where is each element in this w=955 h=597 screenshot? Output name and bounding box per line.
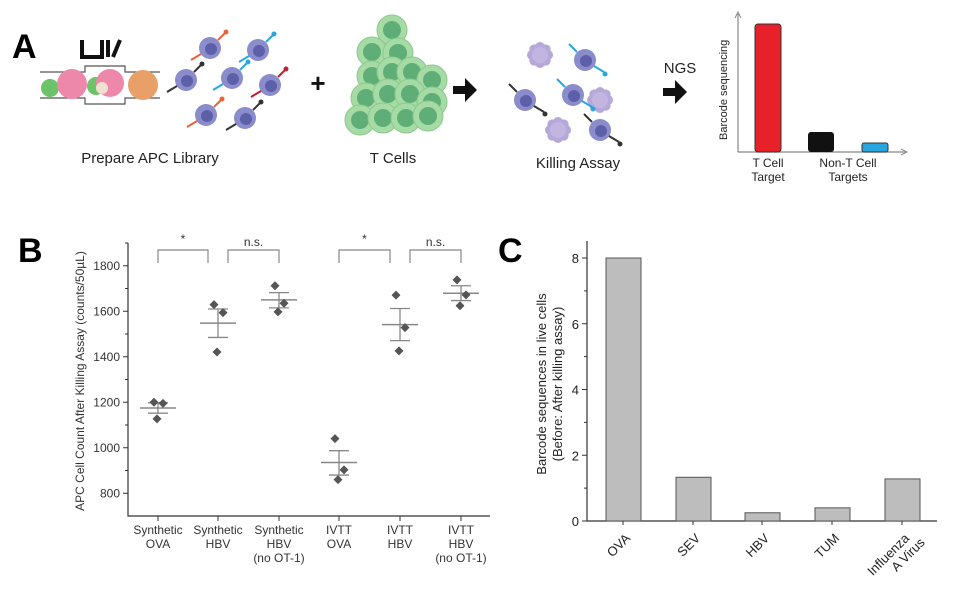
significance-bracket [157, 249, 209, 263]
y-tick-label: 1600 [93, 304, 120, 318]
significance-label: * [181, 232, 186, 246]
y-tick-label: 4 [572, 383, 579, 398]
data-point [149, 397, 159, 407]
schematic-barcode-chart: Barcode sequencing T Cell Target Non-T Ce… [718, 10, 909, 184]
data-point [400, 323, 410, 333]
data-point [152, 414, 162, 424]
schematic-ylabel: Barcode sequencing [718, 40, 730, 140]
x-tick-label: HBV [743, 530, 773, 560]
dead-cell-icon [550, 122, 566, 138]
y-tick-label: 6 [572, 317, 579, 332]
chart-b-ylabel: APC Cell Count After Killing Assay (coun… [73, 251, 87, 511]
schematic-xlabel-target: T Cell Target [751, 156, 785, 184]
data-point [333, 475, 343, 485]
x-tick-label: InfluenzaA Virus [864, 525, 928, 589]
dead-cell-icon [592, 92, 608, 108]
schematic-bar-t-cell-target [754, 23, 782, 153]
bar [814, 507, 851, 522]
data-point [158, 398, 168, 408]
bar-chart-c: 0 2 4 6 8 OVA SEV HBV TUM InfluenzaA Virus [572, 241, 937, 589]
y-tick-label: 1000 [93, 441, 120, 455]
dead-cell-icon [532, 47, 548, 63]
data-point [455, 301, 465, 311]
bar [605, 257, 642, 522]
significance-bracket [227, 249, 280, 263]
panel-a-label: A [12, 28, 37, 66]
data-point [209, 300, 219, 310]
microfluidic-icon [40, 39, 160, 105]
x-tick-label: TUM [812, 531, 843, 562]
step-prepare-apc-library: Prepare APC Library [81, 150, 219, 167]
ngs-label: NGS [664, 60, 697, 77]
chart-c-ylabel-line2: (Before: After killing assay) [550, 307, 565, 462]
y-tick-label: 0 [572, 514, 579, 529]
significance-label: * [362, 232, 367, 246]
data-point [391, 290, 401, 300]
step-killing-assay: Killing Assay [536, 155, 621, 172]
y-tick-label: 8 [572, 251, 579, 266]
scatter-chart-b: 800 1000 1200 1400 1600 1800 Synthetic OVA Synth… [93, 232, 490, 565]
significance-label: n.s. [244, 235, 263, 249]
schematic-xlabel-non-target: Non-T Cell Targets [819, 156, 876, 184]
apc-library-cells-icon [166, 29, 289, 131]
y-tick-label: 1200 [93, 395, 120, 409]
panel-c-label: C [498, 232, 523, 270]
x-tick-label: Synthetic HBV (no OT-1) [253, 523, 304, 565]
bar [744, 512, 781, 522]
data-point [330, 434, 340, 444]
bar [675, 476, 712, 522]
killing-assay-cells-icon [508, 42, 623, 147]
data-point [273, 307, 283, 317]
chart-c-ylabel-line1: Barcode sequences in live cells [534, 293, 549, 475]
y-tick-label: 800 [100, 486, 120, 500]
x-tick-label: OVA [604, 530, 634, 560]
bar [884, 478, 921, 522]
chart-b-axes [127, 243, 490, 517]
schematic-bar-non-t-2 [861, 142, 889, 153]
schematic-bar-non-t-1 [808, 132, 834, 152]
data-point [218, 308, 228, 318]
x-tick-label: IVTT OVA [326, 523, 353, 551]
data-point [339, 465, 349, 475]
significance-bracket [409, 249, 462, 263]
data-point [461, 290, 471, 300]
x-tick-label: IVTT HBV [387, 523, 414, 551]
step-t-cells: T Cells [370, 150, 416, 167]
data-point [212, 347, 222, 357]
x-tick-label: SEV [674, 530, 703, 559]
data-point [394, 346, 404, 356]
plus-sign: + [310, 68, 325, 98]
y-tick-label: 1400 [93, 350, 120, 364]
significance-bracket [338, 249, 391, 263]
data-point [270, 281, 280, 291]
y-tick-label: 1800 [93, 259, 120, 273]
arrow-right-icon [453, 78, 477, 102]
y-tick-label: 2 [572, 448, 579, 463]
significance-label: n.s. [426, 235, 445, 249]
data-point [279, 298, 289, 308]
data-point [452, 275, 462, 285]
panel-b-label: B [18, 232, 43, 270]
t-cells-icon [344, 14, 448, 136]
x-tick-label: IVTT HBV (no OT-1) [435, 523, 486, 565]
arrow-right-icon [663, 80, 687, 104]
x-tick-label: Synthetic OVA [133, 523, 182, 551]
x-tick-label: Synthetic HBV [193, 523, 242, 551]
